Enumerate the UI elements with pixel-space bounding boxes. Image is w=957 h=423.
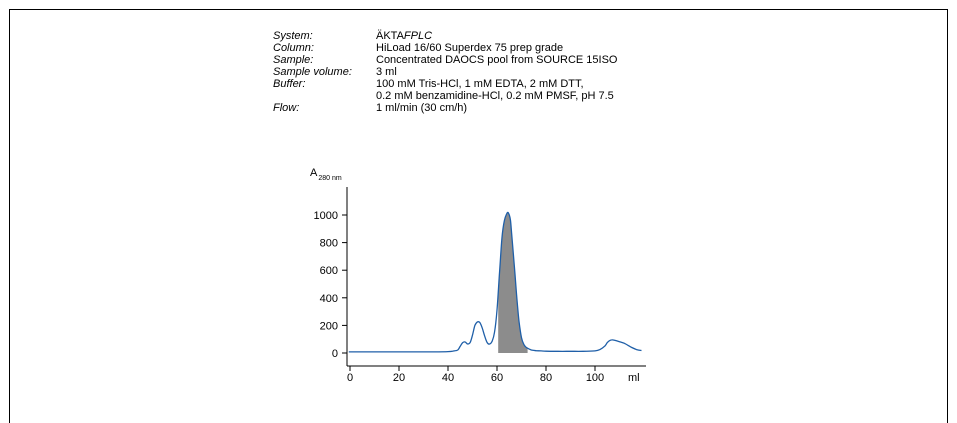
- param-value: 1 ml/min (30 cm/h): [376, 102, 468, 114]
- param-label: Buffer:: [273, 78, 306, 90]
- param-label: Column:: [273, 42, 314, 54]
- param-row-system: System: ÄKTAFPLC: [273, 30, 617, 42]
- collected-fraction: [498, 212, 528, 353]
- param-value: Concentrated DAOCS pool from SOURCE 15IS…: [376, 54, 618, 66]
- y-tick-label: 600: [320, 265, 338, 277]
- param-row-buffer: Buffer: 100 mM Tris-HCl, 1 mM EDTA, 2 mM…: [273, 78, 617, 90]
- system-name-suffix: FPLC: [403, 30, 433, 42]
- param-value: HiLoad 16/60 Superdex 75 prep grade: [376, 42, 564, 54]
- run-parameters: System: ÄKTAFPLC Column: HiLoad 16/60 Su…: [273, 30, 617, 114]
- param-label: Flow:: [273, 102, 300, 114]
- x-tick-label: 0: [347, 372, 353, 384]
- y-tick-label: 1000: [314, 210, 338, 222]
- y-axis-label-unit: 280 nm: [318, 175, 342, 182]
- param-value: 100 mM Tris-HCl, 1 mM EDTA, 2 mM DTT,: [376, 78, 584, 90]
- param-label: Sample volume:: [273, 66, 352, 78]
- x-axis-label: ml: [628, 372, 640, 384]
- param-row-sample-volume: Sample volume: 3 ml: [273, 66, 617, 78]
- x-tick-label: 80: [540, 372, 552, 384]
- frame-left-border: [9, 9, 10, 423]
- param-label: Sample:: [273, 54, 314, 66]
- param-value: 0.2 mM benzamidine-HCl, 0.2 mM PMSF, pH …: [376, 90, 614, 102]
- y-tick-label: 0: [332, 348, 338, 360]
- y-axis-label-main: A: [310, 167, 318, 179]
- absorbance-trace: [348, 211, 642, 353]
- frame-right-border: [947, 9, 948, 423]
- series: [348, 211, 642, 353]
- param-label: System:: [273, 30, 313, 42]
- param-row-sample: Sample: Concentrated DAOCS pool from SOU…: [273, 54, 617, 66]
- param-value: ÄKTAFPLC: [376, 30, 432, 42]
- x-tick-label: 100: [586, 372, 604, 384]
- frame-top-border: [9, 9, 948, 10]
- param-row-column: Column: HiLoad 16/60 Superdex 75 prep gr…: [273, 42, 617, 54]
- x-tick-label: 60: [491, 372, 503, 384]
- x-tick-label: 40: [442, 372, 454, 384]
- system-name: ÄKTA: [376, 30, 404, 42]
- param-row-flow: Flow: 1 ml/min (30 cm/h): [273, 102, 617, 114]
- axes: 0 200 400 600 800 1000 0 20 40 60 80 100: [314, 187, 646, 384]
- y-tick-label: 800: [320, 238, 338, 250]
- y-tick-label: 400: [320, 293, 338, 305]
- fraction-area: [498, 212, 528, 353]
- param-value: 3 ml: [376, 66, 397, 78]
- y-axis-label: A280 nm: [310, 167, 342, 182]
- x-tick-label: 20: [393, 372, 405, 384]
- y-tick-label: 200: [320, 320, 338, 332]
- param-row-buffer-cont: 0.2 mM benzamidine-HCl, 0.2 mM PMSF, pH …: [273, 90, 617, 102]
